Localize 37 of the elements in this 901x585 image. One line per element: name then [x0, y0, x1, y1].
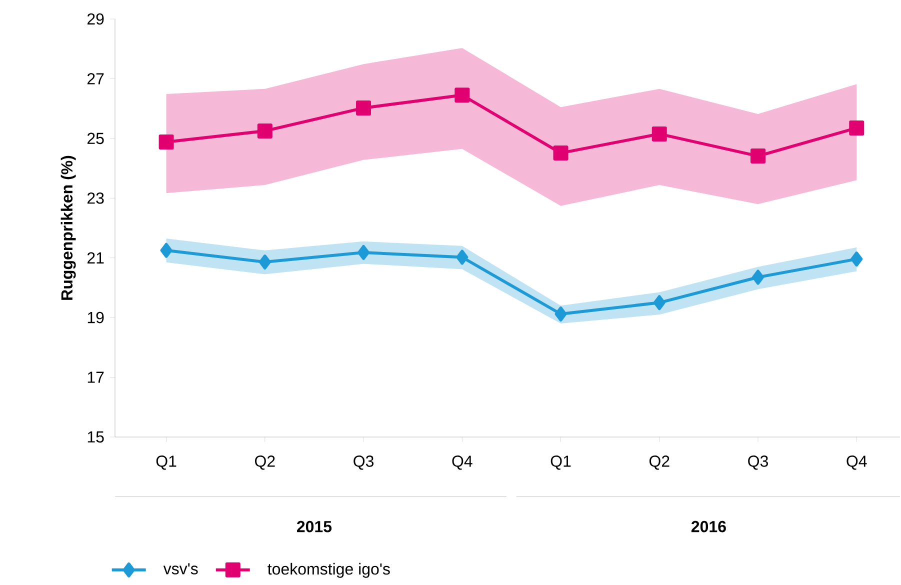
point [257, 123, 272, 138]
point [258, 254, 271, 270]
point [653, 295, 666, 310]
point [158, 134, 174, 150]
y-axis-title: Ruggenprikken (%) [60, 156, 76, 300]
x-tick-label: Q2 [254, 456, 275, 470]
legend-label: vsv's [163, 563, 198, 574]
y-tick-label: 23 [87, 192, 104, 204]
y-tick-label: 25 [87, 132, 104, 144]
x-tick-label: Q2 [649, 456, 670, 470]
point [750, 148, 766, 164]
text: 2016 [691, 520, 726, 532]
y-tick-label: 15 [88, 431, 104, 443]
x-tick-label: Q1 [156, 456, 176, 470]
legend-label: toekomstige igo's [268, 562, 390, 578]
text: 2015 [296, 520, 332, 532]
point [358, 244, 370, 260]
point [652, 126, 667, 142]
y-tick-label: 29 [87, 13, 104, 25]
y-tick-label: 19 [88, 312, 104, 324]
x-tick-label: Q1 [550, 456, 571, 470]
y-tick-label: 27 [87, 73, 104, 84]
x-tick-label: Q4 [846, 456, 867, 470]
x-tick-label: Q3 [354, 456, 374, 470]
point [456, 250, 468, 265]
point [752, 270, 764, 285]
x-tick-label: Q4 [452, 456, 472, 470]
point [849, 120, 864, 136]
point [554, 306, 567, 322]
x-tick-label: Q3 [748, 456, 768, 470]
y-tick-label: 17 [88, 372, 104, 383]
y-tick-label: 21 [87, 252, 104, 264]
point [553, 146, 568, 161]
point [160, 242, 172, 258]
point [850, 252, 863, 267]
point [454, 88, 470, 103]
point [356, 100, 372, 116]
